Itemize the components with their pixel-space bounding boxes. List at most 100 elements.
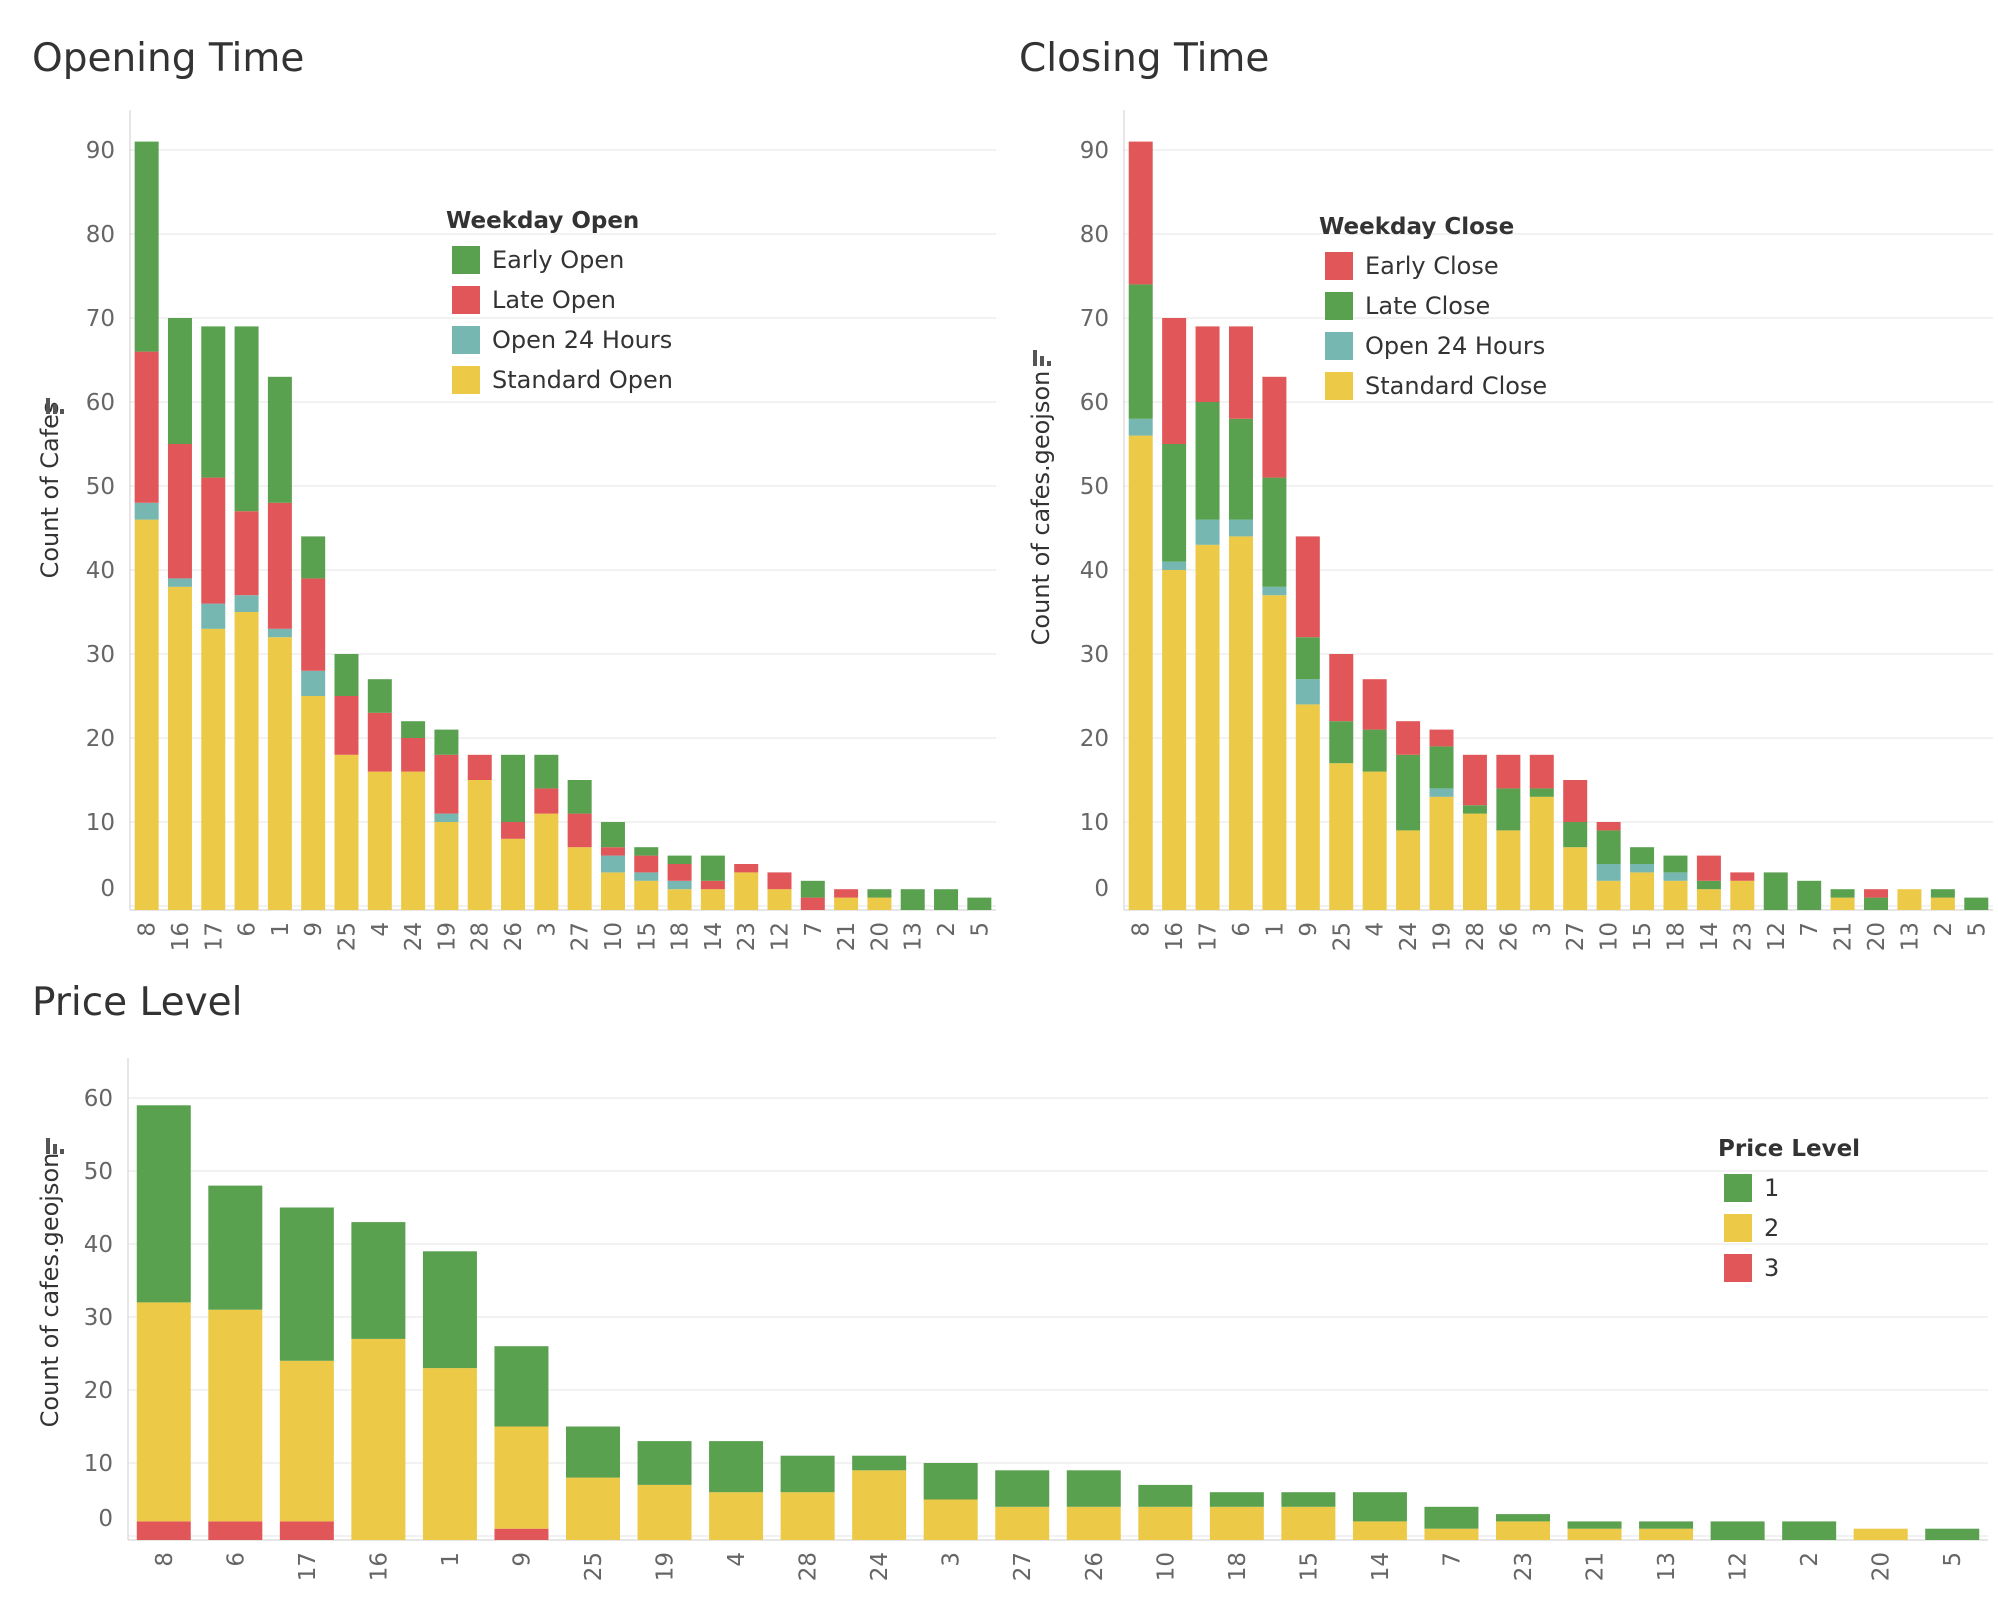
x-tick-label: 15 xyxy=(1296,1552,1322,1581)
bar-segment xyxy=(1295,704,1320,910)
bar-segment xyxy=(1195,402,1220,520)
legend-swatch xyxy=(452,246,480,274)
x-tick-label: 13 xyxy=(1897,922,1923,951)
bar-segment xyxy=(136,1302,191,1522)
x-tick-label: 26 xyxy=(1082,1552,1108,1581)
bar-segment xyxy=(501,822,526,839)
legend-swatch xyxy=(452,286,480,314)
bar-segment xyxy=(1864,889,1889,898)
bar-segment xyxy=(267,637,292,910)
x-tick-label: 6 xyxy=(223,1552,249,1567)
bar-segment xyxy=(1529,754,1554,789)
bar-segment xyxy=(351,1338,406,1540)
bar-segment xyxy=(136,1521,191,1540)
bar-segment xyxy=(234,612,259,910)
x-tick-label: 20 xyxy=(867,922,893,951)
bar-segment xyxy=(1864,897,1889,910)
x-tick-label: 10 xyxy=(1597,922,1623,951)
legend-swatch xyxy=(1724,1214,1752,1242)
y-tick-label: 80 xyxy=(1080,222,1109,248)
y-tick-label: 0 xyxy=(1094,876,1109,902)
y-tick-label: 90 xyxy=(1080,138,1109,164)
bar-segment xyxy=(134,502,159,520)
x-tick-label: 14 xyxy=(1368,1552,1394,1581)
legend-swatch xyxy=(1724,1254,1752,1282)
bar-segment xyxy=(501,838,526,910)
bar-segment xyxy=(767,872,792,890)
bar-segment xyxy=(1195,326,1220,402)
legend-title: Price Level xyxy=(1718,1136,1860,1162)
bar-segment xyxy=(1529,788,1554,797)
bar-segment xyxy=(279,1207,334,1361)
bar-segment xyxy=(1930,889,1955,898)
bar-segment xyxy=(967,897,992,910)
bar-segment xyxy=(800,897,825,910)
bar-segment xyxy=(1262,477,1287,587)
bar-segment xyxy=(351,1222,406,1339)
bar-segment xyxy=(1730,872,1755,881)
x-tick-label: 20 xyxy=(1864,922,1890,951)
bar-segment xyxy=(600,855,625,873)
bar-segment xyxy=(1352,1521,1407,1540)
bar-segment xyxy=(1710,1521,1765,1540)
bar-segment xyxy=(1567,1521,1622,1529)
bars xyxy=(1128,141,1989,910)
bar-segment xyxy=(1138,1506,1193,1540)
bar-segment xyxy=(634,872,659,881)
x-tick-label: 28 xyxy=(796,1552,822,1581)
bar-segment xyxy=(1281,1506,1336,1540)
legend-label: 2 xyxy=(1764,1214,1779,1242)
bar-segment xyxy=(1630,847,1655,864)
bar-segment xyxy=(208,1521,263,1540)
bar-segment xyxy=(1596,880,1621,910)
bar-segment xyxy=(1138,1484,1193,1507)
bar-segment xyxy=(634,847,659,856)
bar-segment xyxy=(1563,822,1588,848)
y-tick-label: 70 xyxy=(86,306,115,332)
y-tick-label: 30 xyxy=(86,642,115,668)
legend-swatch xyxy=(452,326,480,354)
bar-segment xyxy=(1066,1506,1121,1540)
bar-segment xyxy=(1496,1514,1550,1522)
y-axis-label: Count of cafes.geojson xyxy=(1027,371,1055,646)
x-tick-label: 24 xyxy=(1396,922,1422,951)
x-tick-label: 19 xyxy=(434,922,460,951)
x-tick-label: 5 xyxy=(967,922,993,937)
bar-segment xyxy=(401,738,426,772)
bar-segment xyxy=(1066,1470,1121,1507)
y-tick-label: 20 xyxy=(84,1378,113,1404)
x-tick-label: 23 xyxy=(734,922,760,951)
x-tick-label: 10 xyxy=(601,922,627,951)
bar-segment xyxy=(1429,746,1454,789)
bar-segment xyxy=(1563,780,1588,822)
bar-segment xyxy=(279,1360,334,1522)
bar-segment xyxy=(1295,637,1320,680)
x-tick-label: 7 xyxy=(801,922,827,937)
bar-segment xyxy=(637,1441,692,1485)
bar-segment xyxy=(566,1426,620,1478)
x-tick-label: 2 xyxy=(1931,922,1957,937)
bar-segment xyxy=(667,880,692,890)
bar-segment xyxy=(1639,1528,1694,1540)
bars xyxy=(134,141,992,910)
bar-segment xyxy=(167,444,192,579)
bar-segment xyxy=(567,847,592,910)
y-tick-label: 90 xyxy=(86,138,115,164)
x-tick-label: 9 xyxy=(1296,922,1322,937)
bar-segment xyxy=(234,511,259,596)
bar-segment xyxy=(867,897,892,910)
bar-segment xyxy=(1162,444,1187,562)
bar-segment xyxy=(709,1441,764,1493)
bar-segment xyxy=(1228,536,1253,910)
legend-swatch xyxy=(1325,332,1353,360)
x-tick-label: 23 xyxy=(1730,922,1756,951)
y-tick-label: 50 xyxy=(1080,474,1109,500)
bar-segment xyxy=(1462,754,1487,806)
legend-swatch xyxy=(1325,372,1353,400)
bar-segment xyxy=(1596,822,1621,831)
sort-bars-icon xyxy=(46,1138,64,1154)
bar-segment xyxy=(566,1477,620,1540)
bar-segment xyxy=(1262,595,1287,910)
x-tick-label: 12 xyxy=(768,922,794,951)
